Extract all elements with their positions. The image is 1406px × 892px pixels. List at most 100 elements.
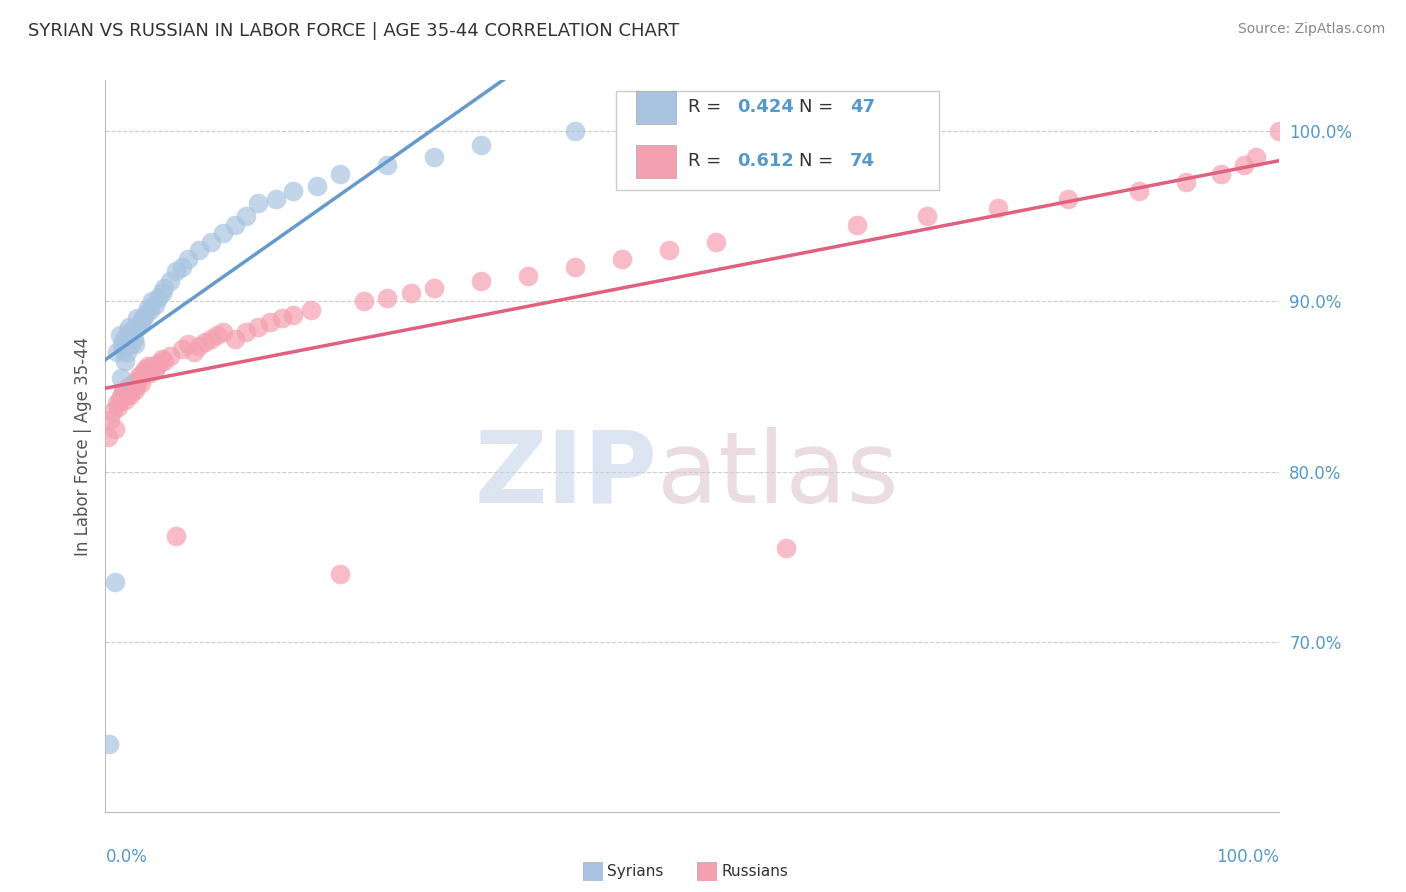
Point	[150, 285, 173, 300]
Point	[183, 345, 205, 359]
Point	[120, 383, 142, 397]
Point	[118, 379, 141, 393]
Point	[423, 281, 446, 295]
Point	[125, 320, 148, 334]
Text: R =: R =	[688, 98, 727, 116]
Point	[165, 264, 187, 278]
Point	[170, 342, 193, 356]
Point	[704, 235, 727, 249]
Point	[108, 328, 131, 343]
Point	[97, 430, 120, 444]
Point	[150, 352, 173, 367]
Point	[329, 566, 352, 581]
Point	[117, 383, 139, 397]
Point	[134, 308, 156, 322]
Point	[122, 332, 145, 346]
Point	[136, 301, 159, 316]
Text: SYRIAN VS RUSSIAN IN LABOR FORCE | AGE 35-44 CORRELATION CHART: SYRIAN VS RUSSIAN IN LABOR FORCE | AGE 3…	[28, 22, 679, 40]
Point	[176, 252, 198, 266]
Point	[148, 356, 170, 370]
Point	[270, 311, 292, 326]
Text: N =: N =	[799, 98, 839, 116]
FancyBboxPatch shape	[636, 90, 676, 124]
Point	[112, 342, 135, 356]
Point	[127, 373, 149, 387]
Point	[112, 383, 135, 397]
Point	[170, 260, 193, 275]
Point	[423, 150, 446, 164]
Point	[200, 235, 222, 249]
Point	[194, 335, 217, 350]
Point	[283, 308, 305, 322]
Point	[329, 167, 352, 181]
Point	[111, 337, 134, 351]
Point	[1244, 150, 1267, 164]
Point	[517, 268, 540, 283]
Point	[121, 325, 143, 339]
Point	[104, 575, 127, 590]
Text: R =: R =	[688, 153, 727, 170]
Point	[200, 332, 222, 346]
Point	[98, 413, 121, 427]
Point	[353, 294, 375, 309]
Text: 74: 74	[849, 153, 875, 170]
Point	[299, 302, 322, 317]
Text: atlas: atlas	[657, 426, 898, 524]
Point	[845, 218, 868, 232]
Point	[165, 529, 187, 543]
Point	[247, 320, 270, 334]
Point	[129, 376, 152, 390]
Point	[104, 422, 127, 436]
Point	[120, 388, 142, 402]
Point	[470, 137, 492, 152]
Point	[125, 379, 148, 393]
Point	[128, 369, 150, 384]
Point	[1268, 124, 1291, 138]
Text: N =: N =	[799, 153, 839, 170]
Text: ZIP: ZIP	[474, 426, 657, 524]
Point	[132, 366, 155, 380]
Text: 0.612: 0.612	[737, 153, 794, 170]
Point	[305, 178, 328, 193]
Point	[139, 366, 162, 380]
Text: 0.424: 0.424	[737, 98, 794, 116]
Point	[136, 359, 159, 373]
Point	[564, 124, 586, 138]
Point	[470, 274, 492, 288]
Point	[610, 252, 633, 266]
Point	[105, 396, 128, 410]
Point	[1233, 158, 1256, 172]
Point	[917, 210, 939, 224]
Text: 0.0%: 0.0%	[105, 848, 148, 866]
Point	[134, 362, 156, 376]
Point	[143, 298, 166, 312]
Point	[121, 379, 143, 393]
FancyBboxPatch shape	[636, 145, 676, 178]
Point	[1174, 175, 1197, 189]
Point	[139, 302, 162, 317]
Point	[235, 210, 257, 224]
Point	[235, 325, 257, 339]
Point	[375, 291, 398, 305]
Point	[658, 244, 681, 258]
Point	[127, 376, 149, 390]
Point	[1209, 167, 1232, 181]
Point	[775, 541, 797, 555]
Point	[127, 311, 149, 326]
Text: 100.0%: 100.0%	[1216, 848, 1279, 866]
Point	[112, 384, 135, 399]
Point	[283, 184, 305, 198]
Point	[108, 393, 131, 408]
Point	[399, 285, 422, 300]
Point	[564, 260, 586, 275]
Point	[259, 315, 281, 329]
Point	[132, 311, 155, 326]
Point	[98, 737, 121, 751]
Point	[112, 332, 135, 346]
Point	[159, 274, 181, 288]
Point	[211, 227, 233, 241]
Point	[111, 388, 134, 402]
Point	[141, 359, 163, 373]
Text: Source: ZipAtlas.com: Source: ZipAtlas.com	[1237, 22, 1385, 37]
Point	[247, 195, 270, 210]
